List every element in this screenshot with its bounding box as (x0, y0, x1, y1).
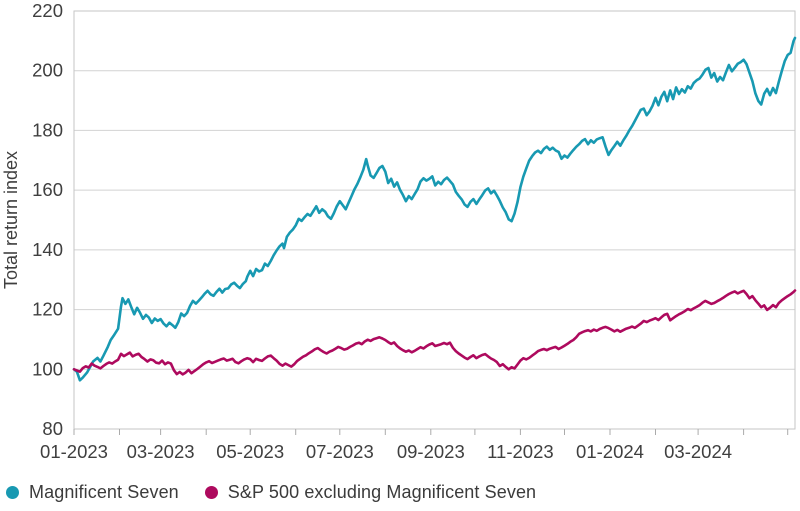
x-tick-label-05-2023: 05-2023 (216, 441, 284, 462)
x-tick-label-01-2023: 01-2023 (40, 441, 108, 462)
series-line-magnificent-seven (72, 36, 797, 382)
x-tick-label-07-2023: 07-2023 (306, 441, 374, 462)
total-return-line-chart: 80 100 120 140 160 180 200 220 01-2023 03-2023 05-… (1, 0, 797, 462)
chart-legend: Magnificent Seven S&P 500 excluding Magn… (6, 480, 536, 504)
y-tick-label-200: 200 (32, 60, 63, 81)
x-tick-label-03-2024: 03-2024 (664, 441, 732, 462)
y-tick-label-80: 80 (42, 418, 63, 439)
x-tick-label-11-2023: 11-2023 (487, 441, 554, 462)
legend-label-sp500-ex-mag7: S&P 500 excluding Magnificent Seven (227, 481, 537, 502)
x-tick-label-09-2023: 09-2023 (397, 441, 465, 462)
y-tick-label-180: 180 (32, 119, 63, 140)
x-tick-label-03-2023: 03-2023 (127, 441, 195, 462)
series-line-s-p-500-excluding-magnificent-seven (72, 289, 797, 376)
axis-ticks (73, 429, 789, 435)
legend-item-sp500-ex-mag7: S&P 500 excluding Magnificent Seven (204, 481, 537, 503)
legend-label-magnificent-seven: Magnificent Seven (29, 481, 179, 502)
legend-dot-teal-icon (6, 485, 19, 499)
legend-item-magnificent-seven: Magnificent Seven (6, 482, 179, 503)
y-axis-title: Total return index (1, 151, 21, 289)
data-series (72, 36, 797, 382)
y-tick-label-160: 160 (32, 179, 63, 200)
y-tick-label-120: 120 (32, 299, 63, 320)
y-tick-label-220: 220 (32, 0, 63, 21)
gridlines (74, 10, 795, 430)
axes (73, 10, 796, 430)
legend-dot-magenta-icon (204, 485, 218, 499)
axis-tick-labels: 80 100 120 140 160 180 200 220 01-2023 03-2023 05-… (32, 0, 732, 462)
x-tick-label-01-2024: 01-2024 (576, 441, 644, 462)
y-tick-label-100: 100 (32, 358, 63, 379)
plot-border (73, 10, 796, 430)
y-tick-label-140: 140 (32, 239, 63, 260)
